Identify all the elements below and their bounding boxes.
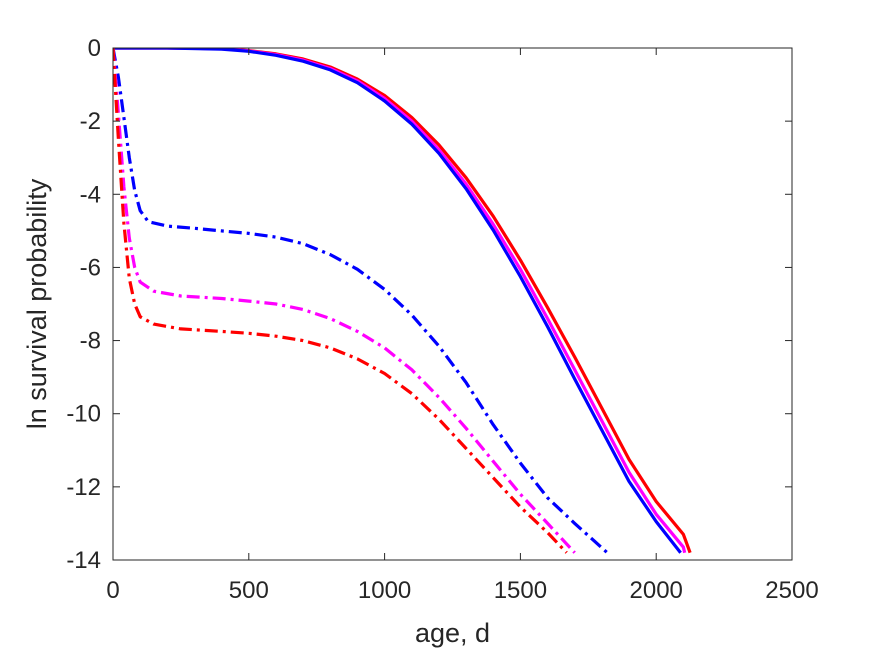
plot-background bbox=[113, 48, 792, 560]
series-line-3 bbox=[113, 48, 682, 554]
axes-box bbox=[112, 47, 793, 561]
plot-area bbox=[113, 48, 792, 560]
y-tick-label: 0 bbox=[88, 35, 101, 62]
y-tick-label: -10 bbox=[66, 401, 101, 428]
x-tick-label: 2000 bbox=[630, 577, 683, 604]
y-tick-label: -8 bbox=[80, 328, 101, 355]
series-line-4 bbox=[113, 48, 609, 554]
y-tick-label: -12 bbox=[66, 474, 101, 501]
x-tick-label: 2500 bbox=[765, 577, 818, 604]
y-axis-label: ln survival probability bbox=[22, 178, 52, 429]
x-tick-label: 1500 bbox=[494, 577, 547, 604]
axes-layer: 0 500 1000 1500 2000 2500 0 -2 -4 -6 -8 -10 -12 -14 bbox=[66, 35, 818, 604]
x-tick-label: 1000 bbox=[358, 577, 411, 604]
series-layer bbox=[113, 48, 692, 554]
x-tick-label: 500 bbox=[229, 577, 269, 604]
y-tick-label: -14 bbox=[66, 547, 101, 574]
x-axis-label: age, d bbox=[415, 618, 490, 648]
series-line-6 bbox=[113, 48, 568, 554]
y-tick-label: -6 bbox=[80, 254, 101, 281]
x-tick-label: 0 bbox=[106, 577, 119, 604]
series-line-5 bbox=[113, 48, 576, 554]
y-tick-label: -2 bbox=[80, 108, 101, 135]
y-tick-label: -4 bbox=[80, 181, 101, 208]
